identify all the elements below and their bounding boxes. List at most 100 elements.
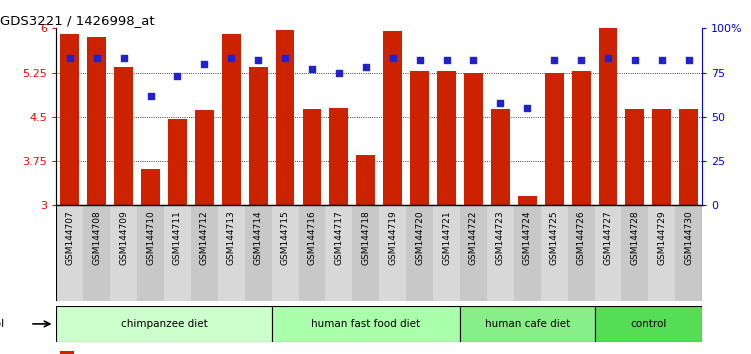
Text: GSM144717: GSM144717	[334, 210, 343, 265]
Bar	[541, 205, 568, 301]
Text: GSM144709: GSM144709	[119, 210, 128, 265]
Bar	[352, 205, 379, 301]
Text: GSM144714: GSM144714	[254, 210, 263, 265]
Bar	[222, 34, 240, 205]
Bar	[218, 205, 245, 301]
Point	[91, 56, 103, 61]
Bar	[357, 155, 376, 205]
Text: human fast food diet: human fast food diet	[311, 319, 421, 329]
Text: GSM144713: GSM144713	[227, 210, 236, 265]
Bar	[245, 205, 272, 301]
Bar	[675, 205, 702, 301]
Bar	[325, 205, 352, 301]
Point	[252, 57, 264, 63]
Text: GSM144720: GSM144720	[415, 210, 424, 265]
Bar	[87, 37, 106, 205]
Text: GSM144730: GSM144730	[684, 210, 693, 265]
Bar	[299, 205, 325, 301]
Point	[333, 70, 345, 75]
FancyBboxPatch shape	[595, 306, 702, 342]
Bar	[276, 30, 294, 205]
Bar	[626, 109, 644, 205]
Bar	[59, 351, 74, 354]
Point	[64, 56, 76, 61]
Bar	[303, 109, 321, 205]
Bar	[680, 109, 698, 205]
Point	[306, 66, 318, 72]
Text: GSM144707: GSM144707	[65, 210, 74, 265]
Point	[279, 56, 291, 61]
Point	[521, 105, 533, 111]
Bar	[110, 205, 137, 301]
Bar	[572, 71, 590, 205]
Point	[144, 93, 156, 98]
Text: GSM144718: GSM144718	[361, 210, 370, 265]
Point	[602, 56, 614, 61]
Text: GSM144724: GSM144724	[523, 210, 532, 264]
Text: GSM144711: GSM144711	[173, 210, 182, 265]
Bar	[437, 72, 456, 205]
Bar	[568, 205, 595, 301]
Text: GSM144729: GSM144729	[657, 210, 666, 265]
Text: protocol: protocol	[0, 319, 4, 329]
Bar	[433, 205, 460, 301]
Point	[575, 57, 587, 63]
Point	[387, 56, 399, 61]
Bar	[653, 109, 671, 205]
Bar	[514, 205, 541, 301]
Point	[656, 57, 668, 63]
Bar	[330, 108, 348, 205]
Bar	[379, 205, 406, 301]
Bar	[56, 205, 83, 301]
FancyBboxPatch shape	[56, 306, 272, 342]
Bar	[544, 73, 563, 205]
Text: GSM144725: GSM144725	[550, 210, 559, 265]
Bar	[137, 205, 164, 301]
Point	[225, 56, 237, 61]
Text: GSM144727: GSM144727	[604, 210, 613, 265]
Bar	[114, 67, 133, 205]
Text: GSM144728: GSM144728	[630, 210, 639, 265]
Text: GSM144716: GSM144716	[307, 210, 316, 265]
Text: GSM144712: GSM144712	[200, 210, 209, 265]
Bar	[383, 31, 402, 205]
Point	[198, 61, 210, 67]
Text: human cafe diet: human cafe diet	[484, 319, 570, 329]
Bar	[168, 119, 187, 205]
Text: control: control	[630, 319, 667, 329]
Bar	[622, 205, 648, 301]
FancyBboxPatch shape	[460, 306, 595, 342]
Bar	[599, 28, 617, 205]
Text: GSM144723: GSM144723	[496, 210, 505, 265]
Bar	[648, 205, 675, 301]
Bar	[249, 67, 267, 205]
Point	[171, 73, 183, 79]
Point	[548, 57, 560, 63]
Bar	[406, 205, 433, 301]
Bar	[141, 169, 160, 205]
Point	[118, 56, 130, 61]
Bar	[487, 205, 514, 301]
Text: GSM144726: GSM144726	[577, 210, 586, 265]
Text: GSM144715: GSM144715	[281, 210, 290, 265]
Text: GSM144719: GSM144719	[388, 210, 397, 265]
Bar	[195, 110, 214, 205]
Text: GSM144722: GSM144722	[469, 210, 478, 264]
FancyBboxPatch shape	[272, 306, 460, 342]
Bar	[491, 109, 510, 205]
Point	[414, 57, 426, 63]
Bar	[272, 205, 299, 301]
Text: GDS3221 / 1426998_at: GDS3221 / 1426998_at	[0, 14, 155, 27]
Text: GSM144721: GSM144721	[442, 210, 451, 265]
Bar	[83, 205, 110, 301]
Bar	[595, 205, 622, 301]
Point	[467, 57, 479, 63]
Point	[494, 100, 506, 105]
Bar	[191, 205, 218, 301]
Bar	[60, 34, 79, 205]
Text: chimpanzee diet: chimpanzee diet	[121, 319, 207, 329]
Point	[683, 57, 695, 63]
Text: GSM144708: GSM144708	[92, 210, 101, 265]
Point	[360, 64, 372, 70]
Bar	[518, 196, 537, 205]
